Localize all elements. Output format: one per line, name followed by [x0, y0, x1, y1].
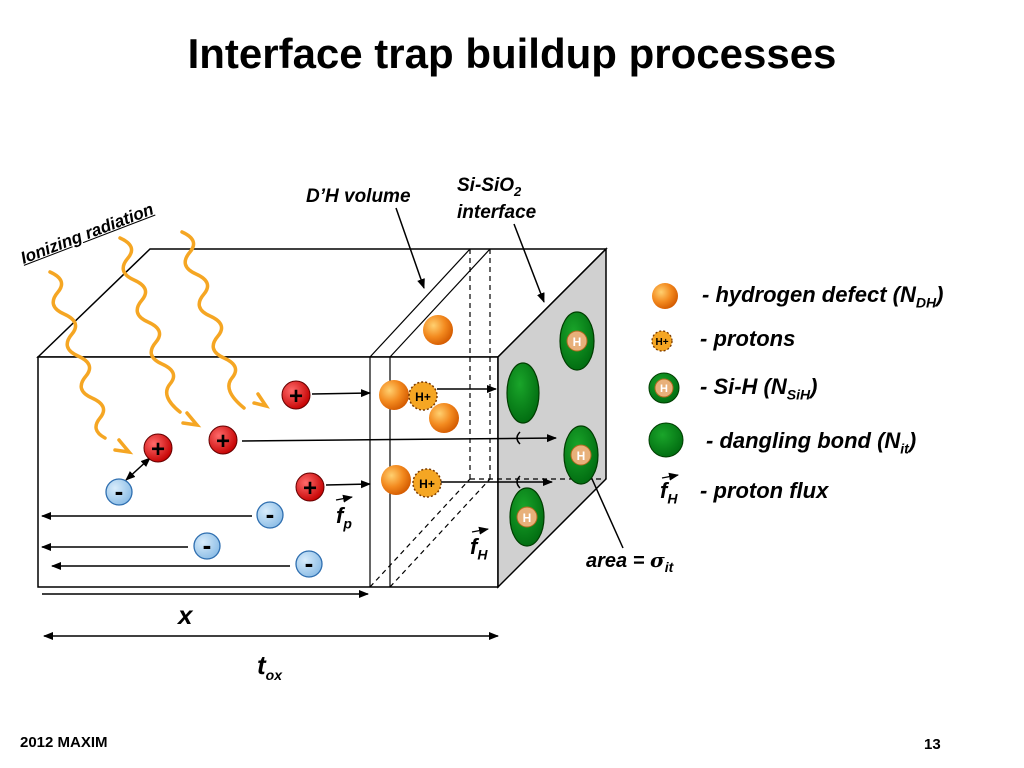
legend-dangling-bond-symbol — [648, 422, 684, 458]
proton — [412, 468, 442, 498]
hole-sign: + — [151, 436, 165, 463]
interface-label: Si-SiO2 interface — [457, 175, 537, 223]
proton-glyph: H+ — [415, 390, 431, 404]
hole — [281, 380, 311, 410]
holes: + + + + — [143, 380, 325, 502]
hole-sign: + — [289, 383, 303, 410]
hole — [143, 433, 173, 463]
legend-proton-flux: - proton flux — [700, 478, 829, 503]
hole-arrow — [325, 480, 371, 489]
area-pointer — [587, 469, 624, 549]
radiation-waves — [48, 230, 270, 455]
tox-label: tox — [257, 650, 283, 684]
legend-proton-glyph: H+ — [655, 337, 668, 348]
electron-sign: - — [115, 476, 124, 506]
hole-arrow — [311, 389, 371, 398]
sih-glyph: H — [523, 511, 532, 525]
radiation-wave — [48, 270, 107, 440]
legend-dangling-bond: - dangling bond (Nit) — [706, 428, 917, 457]
proton — [408, 381, 438, 411]
sih-glyph: H — [573, 335, 582, 349]
electron — [193, 532, 221, 560]
hole — [295, 472, 325, 502]
sih-glyph: H — [577, 449, 586, 463]
radiation-wave — [180, 230, 246, 410]
legend-proton-symbol — [651, 330, 673, 352]
dh-volume-species: H+ H+ — [379, 315, 459, 498]
hydrogen-defect — [423, 315, 453, 345]
proton-glyph: H+ — [419, 477, 435, 491]
proton-arrow-hidden-part — [516, 431, 521, 445]
x-label: x — [178, 600, 193, 630]
legend-symbols: H+ H — [648, 283, 684, 458]
electron — [105, 478, 133, 506]
slide-title: Interface trap buildup processes — [187, 30, 837, 77]
footer-copyright: 2012 MAXIM — [20, 734, 108, 751]
legend-hydrogen-defect: - hydrogen defect (NDH) — [702, 282, 944, 311]
hole-arrow — [241, 434, 557, 443]
carrier-arrows — [41, 207, 624, 640]
electron-sign: - — [266, 499, 275, 529]
legend-hydrogen-defect-symbol — [652, 283, 678, 309]
dh-volume-pointer — [395, 207, 425, 289]
interface-defects: H H H — [506, 311, 599, 547]
legend-sih-glyph: H — [660, 383, 668, 395]
electrons: - - - - — [105, 476, 323, 578]
area-label: area = σit — [586, 548, 674, 575]
hole-sign: + — [303, 475, 317, 502]
hole-sign: + — [216, 428, 230, 455]
fp-label: fp — [336, 503, 352, 532]
dangling-bond — [506, 362, 540, 424]
legend-proton-flux-symbol: fH — [660, 478, 678, 507]
dh-volume-label: D’H volume — [306, 186, 411, 207]
hydrogen-defect — [381, 465, 411, 495]
flux-vector-marks — [335, 472, 679, 535]
electron — [256, 501, 284, 529]
hole — [208, 425, 238, 455]
legend-protons: - protons — [700, 326, 796, 351]
hydrogen-defect — [429, 403, 459, 433]
electron — [295, 550, 323, 578]
legend-sih: - Si-H (NSiH) — [700, 374, 818, 403]
hydrogen-defect — [379, 380, 409, 410]
recombination-arrow — [125, 457, 151, 481]
electron-sign: - — [305, 548, 314, 578]
electron-sign: - — [203, 530, 212, 560]
fh-label: fH — [470, 534, 488, 563]
proton-arrow-hidden-part — [516, 475, 521, 489]
radiation-wave — [118, 236, 182, 414]
interface-pointer — [513, 223, 545, 303]
page-number: 13 — [924, 736, 941, 753]
